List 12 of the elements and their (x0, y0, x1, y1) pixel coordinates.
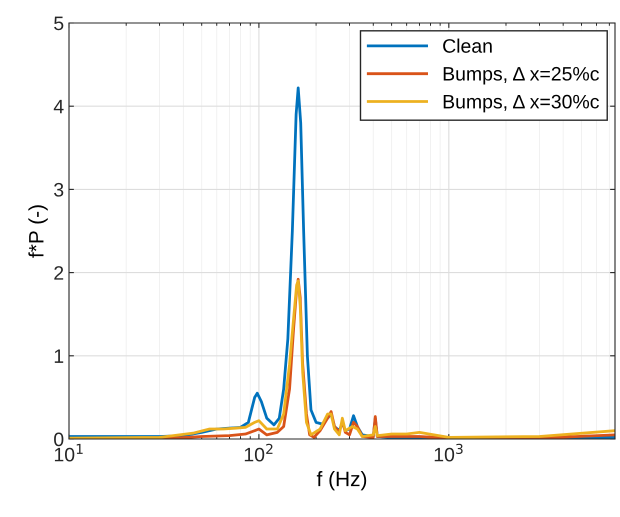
x-axis-title: f (Hz) (316, 471, 366, 490)
legend-label: Bumps, Δ x=30%c (444, 94, 599, 112)
y-tick-label: 3 (54, 182, 64, 197)
y-axis-title: f*P (-) (28, 205, 48, 258)
y-tick-label: 4 (54, 100, 64, 114)
y-tick-label: 2 (54, 266, 64, 280)
x-tick-label: 10$^{2}$ (244, 444, 272, 462)
legend-label: Clean (443, 38, 492, 53)
x-tick-label: 10$^{3}$ (434, 444, 463, 462)
legend-label: Bumps, Δ x=25%c (444, 66, 599, 85)
y-tick-label: 5 (54, 16, 64, 30)
y-tick-label: 1 (54, 349, 64, 363)
